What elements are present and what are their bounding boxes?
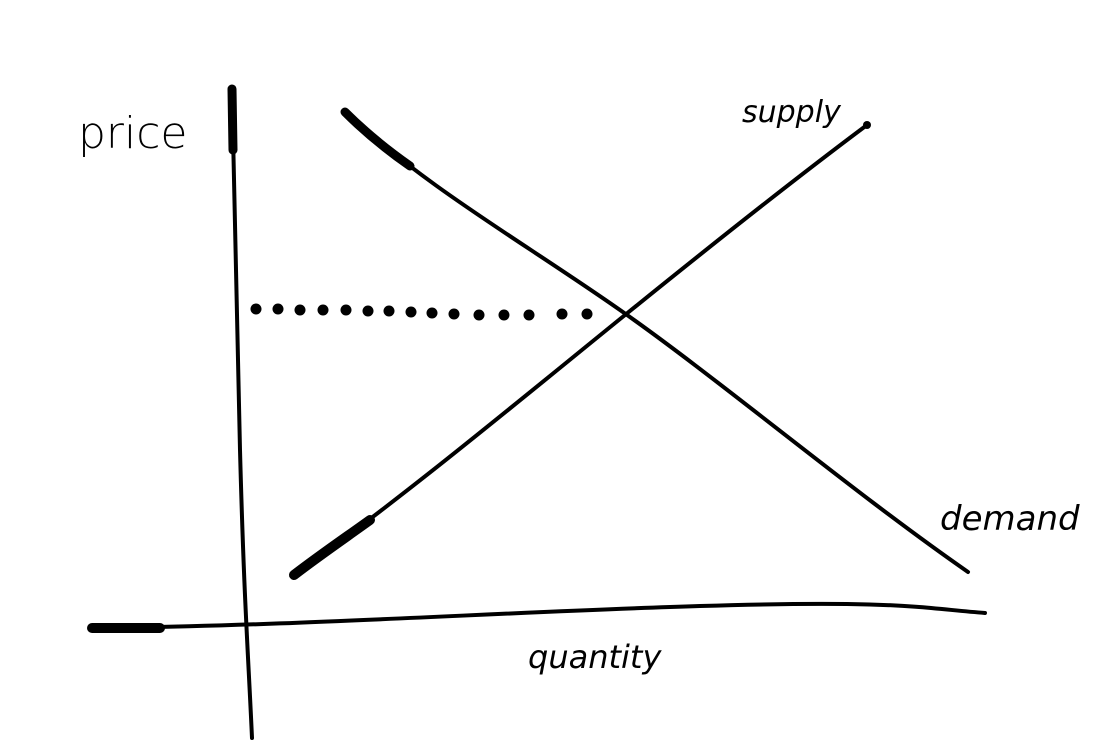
demand-label: demand (940, 499, 1080, 539)
guide-dot (272, 303, 284, 315)
guide-dot (250, 303, 262, 315)
supply-curve (292, 123, 869, 577)
guide-dot (362, 305, 374, 317)
guide-dot (473, 309, 485, 321)
y-axis-label: price (78, 108, 188, 159)
guide-dot (523, 309, 535, 321)
guide-dot (556, 308, 568, 320)
y-axis-line-heavy (227, 84, 238, 155)
x-axis-label: quantity (528, 638, 662, 676)
guide-dot (294, 304, 306, 316)
x-axis-line (90, 601, 987, 630)
guide-dot (340, 304, 352, 316)
supply-curve-heavy (289, 515, 375, 580)
demand-curve-heavy (340, 107, 415, 171)
guide-dot (383, 305, 395, 317)
supply-label: supply (742, 95, 842, 130)
equilibrium-price-guide (250, 303, 593, 321)
guide-dot (581, 308, 593, 320)
guide-dot (317, 304, 329, 316)
demand-curve (343, 110, 970, 574)
guide-dot (426, 307, 438, 319)
supply-curve-end-dot (863, 121, 871, 129)
y-axis-line (230, 87, 254, 740)
guide-dot (448, 308, 460, 320)
guide-dot (405, 306, 417, 318)
guide-dot (498, 309, 510, 321)
